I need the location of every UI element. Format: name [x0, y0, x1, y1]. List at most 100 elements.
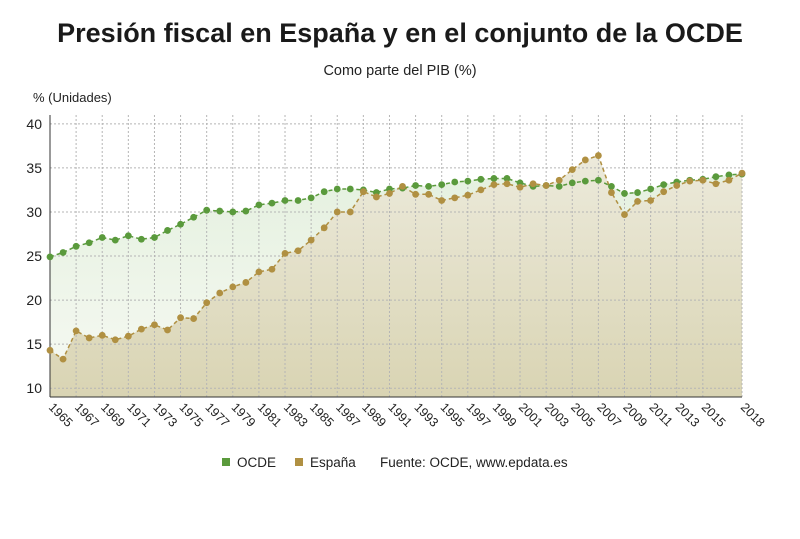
point-ocde-2005[interactable]	[568, 179, 576, 187]
point-espana-2000[interactable]	[503, 180, 511, 188]
point-ocde-1995[interactable]	[438, 181, 446, 189]
point-espana-1977[interactable]	[203, 299, 211, 307]
point-ocde-2008[interactable]	[608, 182, 615, 190]
point-espana-2006[interactable]	[581, 156, 589, 164]
point-ocde-1972[interactable]	[137, 235, 145, 243]
point-ocde-1967[interactable]	[72, 242, 80, 250]
point-espana-1984[interactable]	[294, 247, 302, 255]
point-ocde-2009[interactable]	[621, 190, 628, 197]
point-espana-1985[interactable]	[307, 236, 315, 244]
point-ocde-2006[interactable]	[581, 177, 589, 185]
point-espana-1980[interactable]	[242, 279, 250, 286]
point-espana-1991[interactable]	[386, 190, 393, 197]
point-ocde-2017[interactable]	[725, 171, 733, 179]
point-ocde-1978[interactable]	[216, 207, 224, 215]
point-ocde-1985[interactable]	[307, 194, 315, 202]
point-ocde-1983[interactable]	[281, 197, 289, 204]
x-tick-label-1987: 1987	[333, 400, 363, 430]
point-ocde-1999[interactable]	[490, 175, 498, 182]
legend-item-espana[interactable]: España	[295, 455, 356, 470]
point-espana-1996[interactable]	[451, 194, 459, 202]
point-ocde-1993[interactable]	[412, 182, 419, 189]
point-ocde-1975[interactable]	[177, 220, 184, 228]
point-ocde-1981[interactable]	[255, 201, 263, 209]
point-espana-1999[interactable]	[490, 181, 498, 189]
point-espana-1971[interactable]	[124, 332, 132, 340]
point-espana-1987[interactable]	[333, 208, 341, 216]
point-espana-2008[interactable]	[608, 189, 615, 196]
point-ocde-2010[interactable]	[634, 189, 641, 196]
point-espana-2010[interactable]	[634, 197, 641, 205]
point-ocde-1977[interactable]	[203, 206, 211, 214]
point-ocde-1966[interactable]	[59, 249, 67, 256]
point-espana-2001[interactable]	[516, 183, 524, 191]
point-ocde-1994[interactable]	[425, 182, 433, 190]
point-ocde-1965[interactable]	[46, 253, 54, 261]
point-espana-1998[interactable]	[477, 186, 485, 194]
point-ocde-2011[interactable]	[647, 185, 655, 193]
point-espana-1990[interactable]	[373, 193, 380, 201]
point-ocde-2000[interactable]	[503, 175, 511, 182]
point-ocde-1987[interactable]	[333, 185, 341, 193]
point-ocde-1980[interactable]	[242, 207, 250, 215]
point-espana-1988[interactable]	[346, 208, 354, 216]
point-espana-1972[interactable]	[137, 325, 145, 333]
point-espana-2014[interactable]	[686, 177, 694, 185]
point-espana-2012[interactable]	[660, 188, 668, 196]
point-espana-2004[interactable]	[555, 176, 563, 184]
point-espana-2007[interactable]	[594, 152, 602, 159]
point-espana-2011[interactable]	[647, 197, 655, 204]
point-espana-1995[interactable]	[438, 197, 446, 204]
point-ocde-1996[interactable]	[451, 178, 459, 186]
point-espana-1969[interactable]	[98, 331, 106, 339]
point-espana-2015[interactable]	[699, 176, 707, 184]
point-espana-1993[interactable]	[412, 190, 419, 198]
point-espana-1992[interactable]	[399, 182, 406, 190]
point-espana-1973[interactable]	[151, 321, 158, 329]
point-espana-2016[interactable]	[712, 180, 720, 188]
point-espana-2009[interactable]	[621, 211, 628, 218]
point-espana-1978[interactable]	[216, 289, 224, 297]
point-espana-1968[interactable]	[85, 334, 93, 342]
point-ocde-1997[interactable]	[464, 177, 472, 185]
point-espana-2002[interactable]	[529, 180, 537, 188]
point-espana-1974[interactable]	[164, 326, 171, 334]
point-ocde-1976[interactable]	[190, 213, 198, 221]
point-ocde-1973[interactable]	[151, 234, 158, 241]
point-ocde-2016[interactable]	[712, 173, 720, 181]
point-ocde-1968[interactable]	[85, 239, 93, 247]
point-espana-1976[interactable]	[190, 315, 198, 322]
point-espana-1965[interactable]	[46, 346, 54, 354]
point-espana-1979[interactable]	[229, 283, 237, 291]
point-ocde-1986[interactable]	[320, 188, 328, 196]
point-espana-1994[interactable]	[425, 190, 433, 198]
point-ocde-1970[interactable]	[111, 236, 119, 244]
point-ocde-1998[interactable]	[477, 175, 485, 183]
point-espana-2013[interactable]	[673, 182, 681, 189]
point-espana-1989[interactable]	[359, 188, 367, 196]
point-ocde-2012[interactable]	[660, 181, 668, 189]
point-espana-2003[interactable]	[542, 182, 550, 189]
point-ocde-2007[interactable]	[594, 176, 602, 184]
point-espana-2018[interactable]	[738, 169, 746, 177]
point-ocde-1974[interactable]	[164, 227, 171, 234]
legend-item-ocde[interactable]: OCDE	[222, 455, 276, 470]
point-espana-2005[interactable]	[568, 166, 576, 174]
point-espana-1966[interactable]	[59, 355, 67, 363]
point-ocde-1969[interactable]	[98, 234, 106, 241]
point-espana-1982[interactable]	[268, 265, 276, 273]
point-ocde-1971[interactable]	[124, 232, 132, 240]
point-ocde-1984[interactable]	[294, 197, 302, 204]
point-espana-1970[interactable]	[111, 336, 119, 344]
point-ocde-1979[interactable]	[229, 208, 237, 216]
point-ocde-1988[interactable]	[346, 185, 354, 193]
point-espana-1997[interactable]	[464, 191, 472, 199]
point-espana-1967[interactable]	[72, 327, 80, 335]
point-espana-2017[interactable]	[725, 176, 733, 184]
point-espana-1986[interactable]	[320, 224, 328, 232]
point-ocde-1982[interactable]	[268, 199, 276, 207]
point-espana-1975[interactable]	[177, 314, 184, 322]
point-ocde-2004[interactable]	[555, 182, 563, 190]
point-espana-1983[interactable]	[281, 249, 289, 257]
point-espana-1981[interactable]	[255, 268, 263, 276]
